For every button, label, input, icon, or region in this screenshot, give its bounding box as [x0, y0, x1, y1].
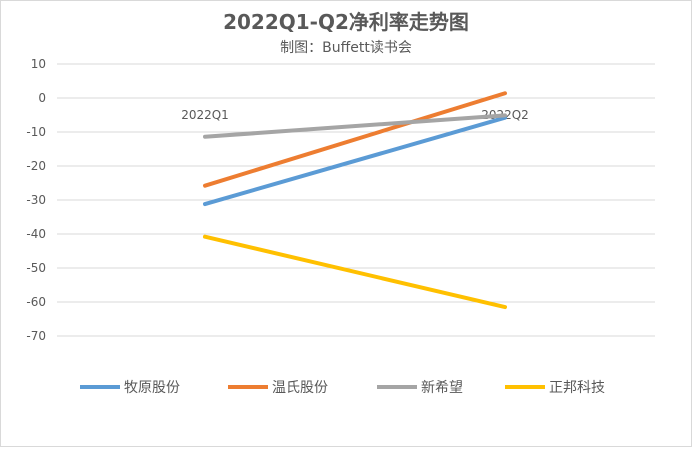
legend-label: 温氏股份: [272, 380, 328, 396]
series-lines: [203, 91, 507, 310]
series-line: [203, 113, 507, 139]
series-line: [203, 234, 507, 310]
y-tick-label: -50: [26, 261, 46, 275]
y-tick-label: -40: [26, 227, 46, 241]
legend-label: 正邦科技: [549, 380, 605, 396]
series-line: [203, 91, 507, 188]
y-tick-label: -10: [26, 125, 46, 139]
y-tick-label: 10: [31, 57, 46, 71]
y-tick-label: -60: [26, 295, 46, 309]
gridlines: [57, 63, 655, 337]
legend-label: 牧原股份: [124, 380, 180, 396]
y-tick-label: -20: [26, 159, 46, 173]
y-tick-label: -70: [26, 329, 46, 343]
chart-title: 2022Q1-Q2净利率走势图: [223, 10, 469, 34]
y-tick-label: -30: [26, 193, 46, 207]
y-axis: 10 0 -10 -20 -30 -40 -50 -60 -70: [26, 57, 46, 343]
y-tick-label: 0: [38, 91, 46, 105]
legend: 牧原股份 温氏股份 新希望 正邦科技: [80, 380, 605, 396]
series-line: [203, 115, 507, 207]
x-tick-label: 2022Q1: [181, 108, 229, 122]
chart-subtitle: 制图：Buffett读书会: [280, 39, 412, 56]
legend-label: 新希望: [421, 380, 463, 396]
